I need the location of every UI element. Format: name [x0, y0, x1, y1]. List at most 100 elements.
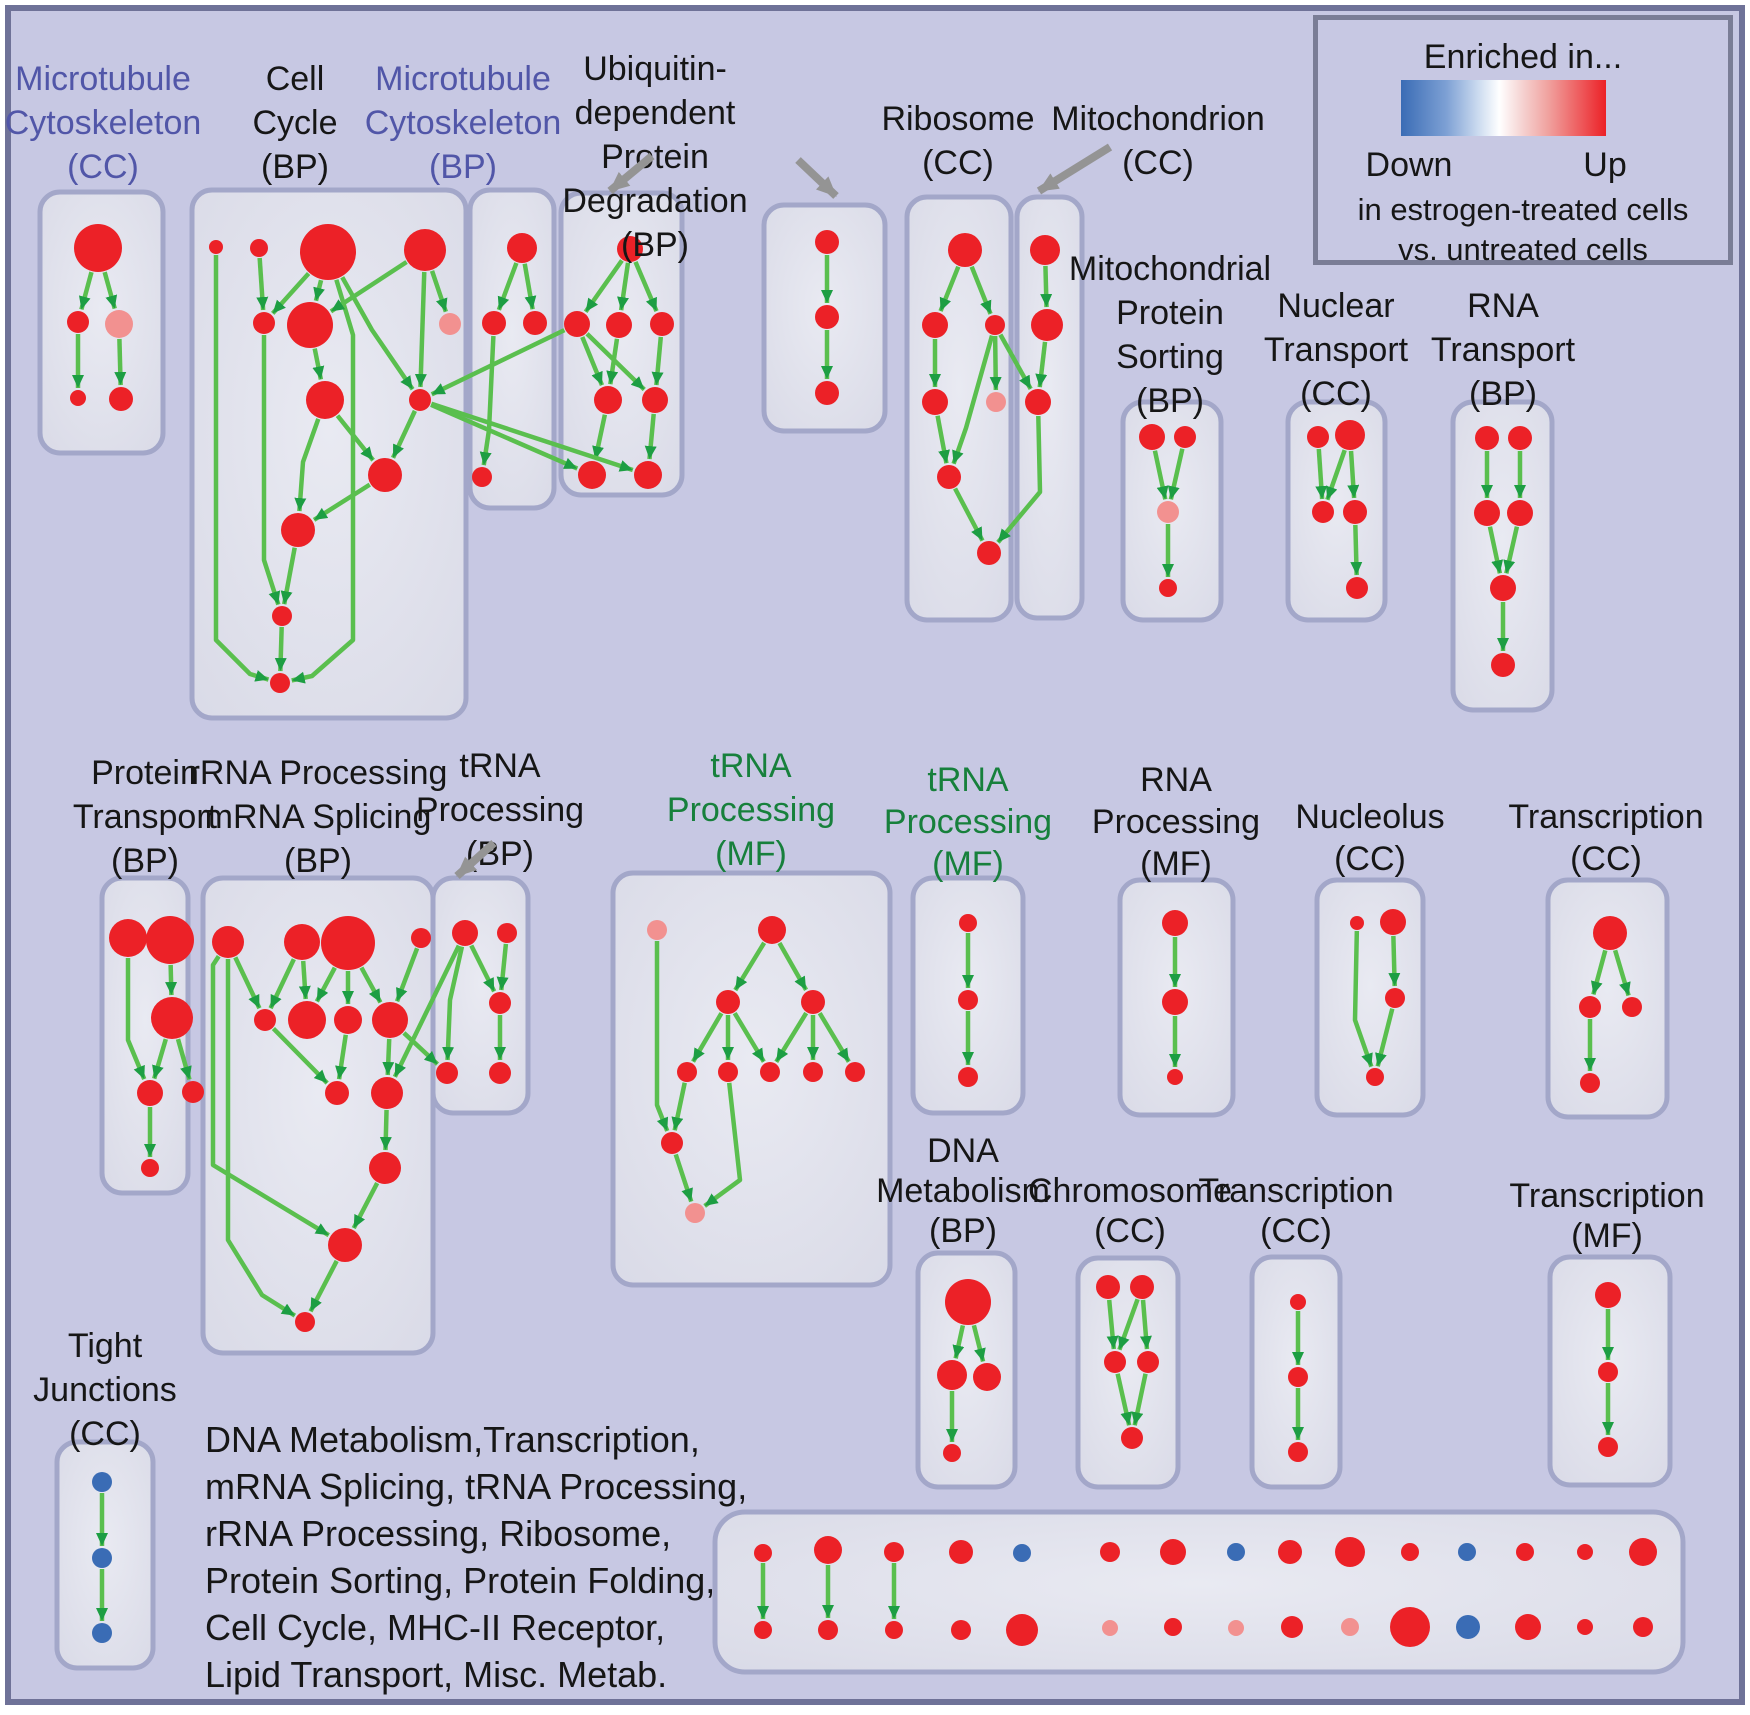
group-label-cell-cycle-bp: Cell Cycle (BP)	[252, 60, 337, 186]
go-term-node-r1	[937, 1360, 967, 1390]
go-term-node-m7	[803, 1062, 823, 1082]
group-label-rrna-processing-mrna-splicing-bp: rRNA Processing mRNA Splicing (BP)	[189, 754, 448, 880]
go-term-node-b7	[306, 381, 344, 419]
go-term-node-v2	[1104, 1351, 1126, 1373]
edge-arrow-u4-u6	[592, 414, 608, 460]
go-term-node-i5	[1491, 653, 1515, 677]
go-term-node-z7b	[1164, 1618, 1182, 1636]
go-term-node-n0	[1350, 916, 1364, 930]
group-label-microtubule-cytoskeleton-bp: Microtubule Cytoskeleton (BP)	[365, 60, 562, 186]
edge-arrow-m2-m6	[732, 1011, 766, 1063]
edge-arrow-m2-m4	[691, 1012, 724, 1063]
edge-arrow-b3-b8	[414, 271, 427, 388]
edge-arrow-v1-v2	[1117, 1298, 1140, 1351]
edge-arrow-b4-b11	[261, 335, 281, 606]
box-chromosome	[1075, 1255, 1181, 1490]
edge-arrow-m4-m9	[671, 1082, 687, 1131]
go-term-node-a1	[67, 311, 89, 333]
edge-arrow-b0-b12	[213, 255, 270, 682]
legend: Enriched in... Down Up in estrogen-treat…	[1313, 15, 1733, 267]
go-term-node-e0	[948, 233, 982, 267]
edge-arrow-e3-e5	[935, 415, 950, 464]
edge-arrow-b2-b5	[313, 279, 325, 302]
legend-caption-line1: in estrogen-treated cells	[1357, 192, 1689, 227]
go-term-node-k0	[212, 926, 244, 958]
go-term-node-z2a	[814, 1536, 842, 1564]
go-term-node-z15a	[1629, 1538, 1657, 1566]
go-term-node-z15b	[1633, 1617, 1653, 1637]
go-term-node-h2	[1312, 501, 1334, 523]
legend-caption-line2: vs. untreated cells	[1398, 232, 1648, 267]
misc-text-line: Cell Cycle, MHC-II Receptor,	[205, 1607, 666, 1648]
go-term-node-m3	[801, 990, 825, 1014]
go-term-node-i2	[1474, 500, 1500, 526]
box-microtubule-cytoskeleton-cc	[37, 189, 166, 456]
go-term-node-i4	[1490, 575, 1516, 601]
go-term-node-z14a	[1577, 1544, 1593, 1560]
group-label-ubiquitin-dependent-protein-degradation-bp: Ubiquitin-dependent Protein Degradation (BP…	[562, 50, 747, 264]
legend-down-label: Down	[1365, 146, 1453, 184]
edge-arrow-e0-e2	[969, 265, 993, 315]
go-term-node-b6	[439, 313, 461, 335]
go-term-node-j2	[151, 997, 193, 1039]
edge-arrow-b2-b4	[271, 272, 311, 315]
go-term-node-b3	[404, 229, 446, 271]
go-term-node-b10	[281, 513, 315, 547]
arrow-to-ubiquitin-box-1	[607, 152, 655, 195]
edge-arrow-b3-b6	[429, 270, 448, 313]
edge-arrow-e2-e5	[951, 334, 995, 465]
go-term-node-m1	[758, 916, 786, 944]
go-term-node-n3	[1366, 1068, 1384, 1086]
go-term-node-e2	[985, 315, 1005, 335]
edge-arrow-u1-u5	[585, 332, 646, 392]
edge-arrow-q0-q2	[1612, 949, 1631, 997]
go-term-node-z12b	[1456, 1615, 1480, 1639]
edge-arrow-v2-v4	[1115, 1373, 1133, 1426]
go-term-node-y2	[92, 1623, 112, 1643]
edge-arrow-k7-t3	[402, 1031, 440, 1066]
edge-arrow-k9-k10	[379, 1109, 392, 1151]
go-term-node-b4	[253, 312, 275, 334]
misc-text-line: Protein Sorting, Protein Folding,	[205, 1560, 716, 1601]
go-term-node-m9	[661, 1132, 683, 1154]
go-term-node-c3	[472, 467, 492, 487]
go-term-node-h1	[1335, 420, 1365, 450]
go-term-node-a3	[70, 390, 86, 406]
group-label-trna-processing-mf-large: tRNA Processing (MF)	[667, 747, 835, 873]
go-term-node-z2b	[818, 1620, 838, 1640]
edge-arrow-b7-b9	[335, 414, 375, 462]
go-term-node-g2	[1157, 501, 1179, 523]
edge-arrow-j2-j3	[152, 1038, 168, 1080]
group-label-ribosome-cc: Ribosome (CC)	[881, 100, 1034, 182]
go-term-node-z4b	[951, 1620, 971, 1640]
box-dna-metabolism	[915, 1250, 1018, 1490]
go-term-node-z4a	[949, 1540, 973, 1564]
misc-categories-text: DNA Metabolism,Transcription, mRNA Splici…	[205, 1416, 747, 1698]
edge-arrow-h1-h2	[1325, 449, 1347, 501]
group-labels: Microtubule Cytoskeleton (CC) Cell Cycle (BP)…	[5, 50, 1705, 1453]
edge-arrow-e5-e6	[953, 487, 985, 542]
go-term-node-z6b	[1102, 1620, 1118, 1636]
go-term-node-j4	[182, 1081, 204, 1103]
group-label-tight-junctions-cc: Tight Junctions (CC)	[33, 1327, 177, 1453]
arrow-to-ubiquitin-box-2	[795, 157, 839, 199]
edge-arrow-a0-a1	[78, 271, 94, 311]
edge-arrow-r0-r2	[971, 1324, 986, 1363]
edge-arrow-b8-u6	[430, 402, 579, 471]
go-term-node-d2	[815, 381, 839, 405]
edge-arrow-e2-e4	[989, 335, 1002, 391]
edge-arrow-u3-u5	[651, 336, 664, 386]
go-term-node-t0	[452, 920, 478, 946]
edge-arrow-k7-k9	[382, 1038, 395, 1076]
edge-arrow-u1-u4	[580, 336, 605, 387]
go-term-node-c2	[523, 311, 547, 335]
go-term-node-p2	[1167, 1069, 1183, 1085]
go-term-node-p1	[1162, 989, 1188, 1015]
go-term-node-r3	[943, 1444, 961, 1462]
go-term-node-g1	[1174, 426, 1196, 448]
go-term-node-e5	[937, 465, 961, 489]
edge-arrow-h0-h2	[1315, 448, 1328, 500]
go-term-node-x0	[1595, 1282, 1621, 1308]
go-term-node-z11b	[1390, 1607, 1430, 1647]
group-label-mitochondrial-protein-sorting-bp: Mitochondrial Protein Sorting (BP)	[1069, 250, 1271, 420]
